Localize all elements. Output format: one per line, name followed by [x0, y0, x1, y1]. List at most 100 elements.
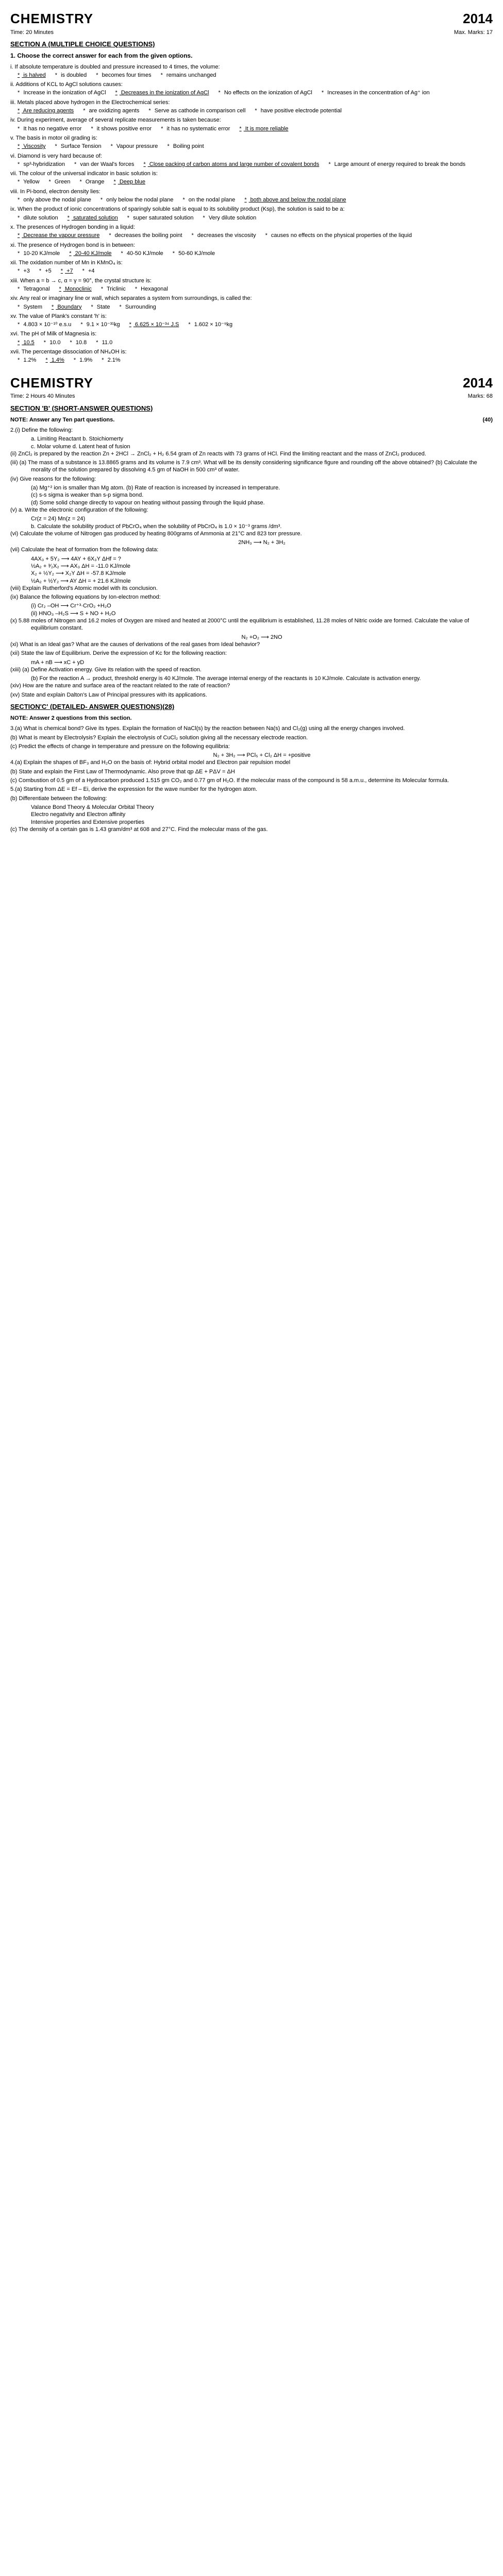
mcq-question: xv. The value of Plank's constant 'h' is…: [10, 313, 493, 320]
q2ix: (ix) Balance the following equations by …: [10, 594, 493, 601]
mcq-question: xvii. The percentage dissociation of NH₄…: [10, 348, 493, 355]
mcq-option: * 1.9%: [74, 357, 92, 364]
bullet-icon: *: [18, 90, 20, 96]
mcq-option: * Tetragonal: [18, 285, 50, 293]
q2iv-c: (c) s-s sigma is weaker than s-p sigma b…: [10, 492, 493, 499]
mcq-question: xiv. Any real or imaginary line or wall,…: [10, 295, 493, 302]
q2vi: (vi) Calculate the volume of Nitrogen ga…: [10, 530, 493, 537]
q4b: (b) State and explain the First Law of T…: [10, 768, 493, 775]
header-a: CHEMISTRY 2014: [10, 10, 493, 28]
mcq-option: * is halved: [18, 72, 46, 79]
bullet-icon: *: [18, 321, 20, 328]
q2xii: (xii) State the law of Equilibrium. Deri…: [10, 650, 493, 657]
mcq-option: * is doubled: [55, 72, 87, 79]
header-b: CHEMISTRY 2014: [10, 375, 493, 392]
bullet-icon: *: [18, 286, 20, 292]
q2ix-ii: (ii) HNO₃ –H₂S ⟶ S + NO + H₂O: [10, 610, 493, 617]
mcq-option: * on the nodal plane: [182, 196, 235, 204]
mcq-option: * Deep blue: [114, 178, 146, 185]
q2ii: (ii) ZnCl₂ is prepared by the reaction Z…: [10, 450, 493, 457]
mcq-option: * +4: [82, 267, 95, 275]
mcq-option: * van der Waal's forces: [74, 161, 134, 168]
bullet-icon: *: [143, 161, 145, 167]
mcq-option: * becomes four times: [96, 72, 151, 79]
mcq-option: * only below the nodal plane: [100, 196, 174, 204]
q3a: 3.(a) What is chemical bond? Give its ty…: [10, 725, 493, 732]
mcq-option-row: * 1.2%* 1.4%* 1.9%* 2.1%: [10, 357, 493, 364]
mcq-option: * saturated solution: [68, 214, 118, 222]
bullet-icon: *: [109, 232, 111, 239]
bullet-icon: *: [69, 250, 71, 257]
mcq-question: ii. Additions of KCL to AgCl solutions c…: [10, 81, 493, 88]
mcq-option: * it shows positive error: [91, 125, 152, 132]
bullet-icon: *: [119, 304, 121, 310]
q2vii-eq3: X₂ + ½Y₂ ⟶ X₂Y ΔH = -57.8 KJ/mole: [10, 570, 493, 577]
mcq-option: * 1.2%: [18, 357, 36, 364]
mcq-option-row: * dilute solution* saturated solution* s…: [10, 214, 493, 222]
mcq-question: vi. Diamond is very hard because of:: [10, 152, 493, 160]
mcq-question: xvi. The pH of Milk of Magnesia is:: [10, 330, 493, 337]
bullet-icon: *: [18, 179, 20, 185]
bullet-icon: *: [18, 250, 20, 257]
q2v: (v) a. Write the electronic configuratio…: [10, 506, 493, 514]
q2x-eq: N₂ +O₂ ⟶ 2NO: [10, 634, 493, 641]
note-c: NOTE: Answer 2 questions from this secti…: [10, 715, 493, 722]
q3b: (b) What is meant by Electrolysis? Expla…: [10, 734, 493, 741]
bullet-icon: *: [18, 126, 20, 132]
bullet-icon: *: [115, 90, 118, 96]
q2ix-i: (i) Cr₂ –OH ⟶ Cr⁺³·CrO₂ +H₂O: [10, 602, 493, 609]
bullet-icon: *: [135, 286, 137, 292]
marks-a: Max. Marks: 17: [454, 29, 493, 36]
bullet-icon: *: [148, 108, 150, 114]
mcq-option: * Large amount of energy required to bre…: [328, 161, 465, 168]
bullet-icon: *: [39, 268, 41, 274]
mcq-option: * +7: [61, 267, 73, 275]
q2x: (x) 5.88 moles of Nitrogen and 16.2 mole…: [10, 617, 493, 632]
marks-b: Marks: 68: [468, 393, 493, 400]
bullet-icon: *: [18, 72, 20, 78]
mcq-option: * only above the nodal plane: [18, 196, 91, 204]
bullet-icon: *: [111, 143, 113, 149]
mcq-option: * decreases the boiling point: [109, 232, 182, 239]
mcq-option: * State: [91, 303, 110, 311]
bullet-icon: *: [61, 268, 63, 274]
mcq-question: vii. The colour of the universal indicat…: [10, 170, 493, 177]
q3c: (c) Predict the effects of change in tem…: [10, 743, 493, 750]
bullet-icon: *: [82, 268, 85, 274]
mcq-option: * 11.0: [96, 339, 112, 346]
mcq-option: * dilute solution: [18, 214, 58, 222]
mcq-option: * Vapour pressure: [111, 143, 158, 150]
mcq-container: i. If absolute temperature is doubled an…: [10, 63, 493, 364]
bullet-icon: *: [79, 179, 81, 185]
bullet-icon: *: [173, 250, 175, 257]
bullet-icon: *: [49, 179, 51, 185]
mcq-option-row: * 10.5* 10.0* 10.8* 11.0: [10, 339, 493, 346]
note-b-text: NOTE: Answer any Ten part questions.: [10, 417, 114, 423]
note-b: NOTE: Answer any Ten part questions. (40…: [10, 416, 493, 423]
bullet-icon: *: [18, 232, 20, 239]
q5a: 5.(a) Starting from ΔE = Ef – Ei, derive…: [10, 786, 493, 793]
q2v-b: b. Calculate the solubility product of P…: [10, 523, 493, 530]
mcq-option-row: * Decrease the vapour pressure* decrease…: [10, 232, 493, 239]
mcq-option: * 10.5: [18, 339, 35, 346]
bullet-icon: *: [18, 340, 20, 346]
mcq-option-row: * Viscosity* Surface Tension* Vapour pre…: [10, 143, 493, 150]
mcq-question: ix. When the product of ionic concentrat…: [10, 206, 493, 213]
mcq-option: * Hexagonal: [135, 285, 168, 293]
mcq-question: xiii. When a = b → c, α = γ = 90°, the c…: [10, 277, 493, 284]
bullet-icon: *: [44, 340, 46, 346]
mcq-option: * Orange: [79, 178, 104, 185]
bullet-icon: *: [18, 304, 20, 310]
section-c-header: SECTION'C' (DETAILED- ANSWER QUESTIONS)(…: [10, 703, 493, 711]
bullet-icon: *: [167, 143, 169, 149]
q5b-items: Valance Bond Theory & Molecular Orbital …: [10, 804, 493, 826]
section-b-header: SECTION 'B' (SHORT-ANSWER QUESTIONS): [10, 404, 493, 413]
q4a: 4.(a) Explain the shapes of BF₃ and H₂O …: [10, 759, 493, 766]
mcq-option: * Very dilute solution: [203, 214, 257, 222]
mcq-option: * 10-20 KJ/mole: [18, 250, 60, 257]
bullet-icon: *: [18, 357, 20, 363]
meta-row-a: Time: 20 Minutes Max. Marks: 17: [10, 29, 493, 36]
bullet-icon: *: [18, 108, 20, 114]
mcq-option: * 10.8: [70, 339, 87, 346]
bullet-icon: *: [322, 90, 324, 96]
